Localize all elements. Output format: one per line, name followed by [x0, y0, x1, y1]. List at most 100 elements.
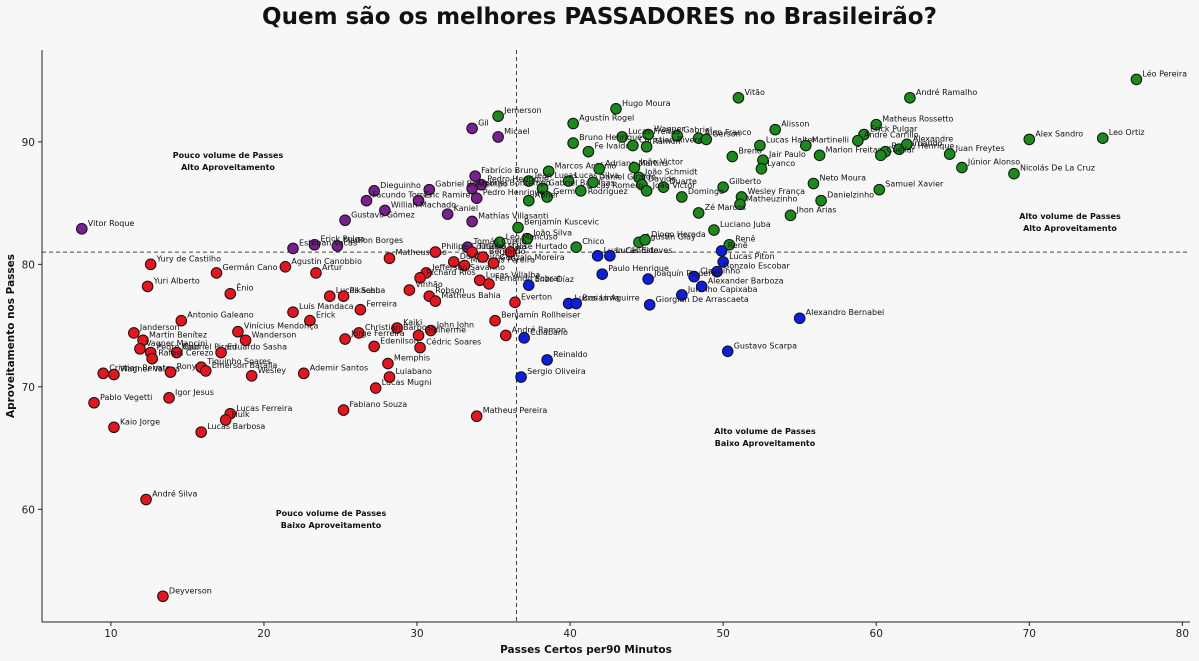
data-point: [688, 270, 700, 283]
data-point: [369, 382, 382, 394]
data-point: [692, 207, 705, 219]
point-label: Rony: [177, 362, 197, 371]
data-point: [509, 296, 521, 309]
data-point: [784, 209, 797, 222]
data-point: [88, 396, 100, 409]
data-point: [441, 208, 454, 220]
x-tick-label: 30: [410, 628, 423, 640]
point-label: John John: [436, 320, 474, 329]
point-label: André Ramalho: [916, 87, 977, 97]
point-label: Matheusinho: [395, 248, 447, 257]
point-label: Micael: [504, 127, 530, 136]
data-point: [640, 140, 653, 153]
point-label: Yury de Castilho: [156, 254, 221, 263]
point-label: Ademir Santos: [310, 363, 368, 372]
data-point: [423, 183, 436, 196]
point-label: Giorgian De Arrascaeta: [656, 295, 749, 304]
point-label: Renê: [728, 240, 748, 250]
point-label: Emerson Batalla: [212, 361, 278, 370]
data-point: [711, 265, 723, 278]
point-label: Gabriel Bontempo: [478, 178, 551, 187]
point-label: Bernardo: [489, 247, 526, 256]
data-point: [429, 246, 442, 258]
point-label: Hulk: [232, 410, 250, 419]
data-point: [144, 258, 157, 271]
chart-title: Quem são os melhores PASSADORES no Brasi…: [262, 4, 937, 30]
point-label: João Schmidt: [644, 167, 697, 176]
point-label: José Hurtado: [515, 241, 567, 251]
data-point: [483, 278, 495, 290]
data-point: [721, 345, 734, 358]
data-point: [239, 334, 252, 347]
data-point: [574, 185, 587, 197]
point-label: Artur: [322, 263, 343, 272]
data-point: [875, 149, 887, 162]
data-point: [175, 314, 188, 327]
point-label: Alisson: [781, 120, 809, 129]
point-label: Wagner Valega: [120, 365, 180, 374]
point-label: Agustín Rogel: [579, 113, 634, 122]
data-point: [604, 249, 616, 262]
point-label: Marlon Freitas: [826, 145, 882, 154]
data-point: [521, 232, 534, 245]
data-point: [570, 241, 583, 253]
point-label: Wesley França: [748, 187, 806, 196]
point-label: Cuéllar: [887, 144, 916, 154]
point-label: Agustín Giay: [645, 232, 696, 241]
data-point: [199, 365, 212, 377]
point-label: Jhon Arias: [795, 205, 836, 214]
data-point: [657, 181, 670, 193]
point-label: Martinelli: [812, 136, 849, 145]
data-point: [610, 102, 622, 115]
data-point: [522, 175, 535, 187]
data-point: [700, 133, 713, 146]
data-point: [582, 145, 595, 158]
data-point: [379, 204, 391, 217]
data-point: [873, 183, 886, 196]
data-point: [1130, 73, 1143, 86]
point-label: Erick Pulga: [320, 235, 364, 244]
data-point: [458, 259, 471, 272]
point-label: Vinhão: [415, 280, 443, 289]
point-label: Lucas Mugni: [382, 378, 432, 387]
data-point: [97, 367, 110, 380]
data-point: [412, 194, 425, 207]
point-label: Matheus Pereira: [483, 406, 548, 415]
data-point: [339, 214, 351, 227]
data-point: [477, 251, 489, 263]
point-label: Edenilson: [380, 336, 419, 345]
point-label: Lucas Villalba: [486, 270, 541, 279]
data-point: [676, 191, 688, 203]
point-label: Leo Ortiz: [1109, 128, 1145, 137]
data-point: [141, 280, 154, 293]
data-point: [163, 392, 175, 404]
point-label: Matheuzinho: [746, 194, 798, 203]
data-point: [466, 182, 478, 195]
data-point: [353, 327, 365, 339]
point-label: Germán Cano: [222, 263, 277, 272]
point-label: Cristian Renato: [109, 363, 170, 372]
point-label: Lucas Barbosa: [207, 422, 265, 431]
point-label: Luan Cândido: [604, 246, 659, 255]
data-point: [518, 332, 530, 344]
data-point: [383, 252, 396, 265]
data-point: [403, 284, 416, 296]
point-label: Esteban Vacas: [299, 238, 357, 247]
y-tick-label: 80: [22, 259, 35, 271]
data-point: [901, 138, 913, 151]
data-point: [567, 137, 579, 149]
data-point: [640, 185, 653, 197]
point-label: Lucas Sasha: [336, 286, 386, 295]
point-label: Duarte: [669, 177, 697, 186]
point-label: Eduardo Sasha: [227, 343, 287, 352]
point-label: Diogo Hereda: [651, 230, 706, 239]
point-label: Ferreira: [366, 300, 397, 309]
point-label: Luciano Juba: [720, 220, 771, 229]
data-point: [541, 191, 553, 203]
point-label: Jean Lucas: [534, 171, 578, 180]
point-label: Gabriel: [683, 126, 712, 135]
data-point: [337, 404, 350, 416]
data-point: [815, 194, 827, 207]
point-label: Facundo Torres: [373, 191, 433, 200]
point-label: Abner: [535, 191, 560, 200]
